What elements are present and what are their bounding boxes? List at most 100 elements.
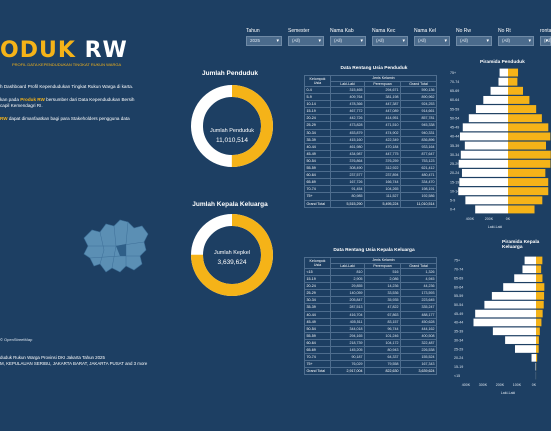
- bar-male[interactable]: [475, 309, 536, 318]
- table-row[interactable]: 40-44 461,980 470,184 933,164: [304, 142, 437, 151]
- bar-female[interactable]: [508, 159, 551, 168]
- filter-nama-kab[interactable]: Nama Kab (All): [330, 28, 366, 46]
- filter-select[interactable]: (All): [372, 36, 408, 46]
- table-row[interactable]: 20-24 29,855 14,236 44,236: [304, 282, 437, 291]
- bar-male[interactable]: [475, 205, 508, 214]
- table-row[interactable]: 40-44 416,704 67,863 488,177: [304, 310, 437, 319]
- bar-female[interactable]: [508, 205, 535, 214]
- bar-female[interactable]: [508, 114, 542, 123]
- bar-female[interactable]: [508, 187, 549, 196]
- bar-female[interactable]: [536, 256, 543, 265]
- table-row[interactable]: 45-49 434,987 447,775 877,647: [304, 149, 437, 158]
- filter-select[interactable]: (All): [414, 36, 450, 46]
- bar-female[interactable]: [536, 354, 538, 362]
- bar-female[interactable]: [536, 318, 542, 327]
- filter-ronta[interactable]: ronta (All): [540, 28, 551, 46]
- bar-male[interactable]: [498, 77, 508, 86]
- bar-male[interactable]: [505, 336, 536, 344]
- col-kelompok-usia[interactable]: Kelompok Usia: [304, 75, 331, 87]
- bar-female[interactable]: [536, 265, 542, 274]
- bar-male[interactable]: [492, 327, 536, 336]
- bar-male[interactable]: [460, 150, 508, 159]
- bar-male[interactable]: [475, 105, 508, 114]
- filter-tahun[interactable]: Tahun 2025: [246, 28, 282, 46]
- bar-female[interactable]: [536, 309, 543, 318]
- bar-male[interactable]: [490, 86, 508, 95]
- bar-female[interactable]: [536, 327, 540, 336]
- table-row[interactable]: Grand Total 5,515,290 5,495,224 11,010,514: [304, 199, 437, 208]
- col-kelompok-usia[interactable]: Kelompok Usia: [304, 257, 331, 269]
- donut-penduduk[interactable]: [190, 84, 274, 168]
- table-row[interactable]: 75+ 76,029 79,558 167,343: [304, 360, 437, 369]
- table-row[interactable]: 60-64 218,739 104,172 322,487: [304, 338, 437, 348]
- bar-male[interactable]: [524, 256, 536, 265]
- table-row[interactable]: 55-59 308,490 312,922 621,412: [304, 164, 437, 173]
- table-row[interactable]: 35-39 415,160 422,349 836,896: [304, 135, 437, 144]
- bar-male[interactable]: [461, 168, 508, 177]
- table-row[interactable]: 10-14 478,366 447,387 924,253: [304, 100, 437, 109]
- bar-female[interactable]: [536, 345, 539, 353]
- bar-female[interactable]: [508, 86, 524, 95]
- filter-select[interactable]: (All): [288, 36, 324, 46]
- bar-female[interactable]: [508, 77, 518, 86]
- table-row[interactable]: 30-34 453,879 474,902 940,331: [304, 128, 437, 137]
- table-row[interactable]: 35-39 287,513 47,822 335,247: [304, 303, 437, 312]
- bar-female[interactable]: [536, 336, 539, 344]
- bar-male[interactable]: [458, 187, 508, 196]
- table-row[interactable]: 25-29 140,059 33,536 173,593: [304, 289, 437, 298]
- bar-female[interactable]: [508, 178, 549, 187]
- map-attribution[interactable]: © OpenStreetMap: [0, 337, 33, 342]
- table-row[interactable]: 65-69 167,726 166,744 334,470: [304, 178, 437, 187]
- table-row[interactable]: 50-54 376,864 376,259 753,123: [304, 156, 437, 166]
- bar-male[interactable]: [459, 132, 508, 141]
- table-row[interactable]: 45-49 405,511 83,157 450,628: [304, 317, 437, 326]
- filter-select[interactable]: (All): [540, 36, 551, 46]
- bar-male[interactable]: [514, 274, 536, 282]
- table-row[interactable]: Grand Total 2,917,004 822,630 3,639,624: [304, 367, 437, 376]
- bar-male[interactable]: [503, 283, 536, 291]
- bar-male[interactable]: [464, 141, 508, 150]
- pyramid-penduduk-chart[interactable]: 75+ 70-74 65-69 60-64 55-59 50-54 45-49 40-44 35…: [448, 66, 551, 236]
- bar-male[interactable]: [484, 300, 536, 309]
- bar-male[interactable]: [473, 318, 536, 327]
- bar-male[interactable]: [459, 178, 508, 187]
- pyramid-kk-chart[interactable]: 75+ 70-74 65-69 60-64 55-59 50-54 45-49 40-44 35…: [448, 254, 551, 404]
- bar-male[interactable]: [514, 345, 536, 353]
- bar-female[interactable]: [536, 300, 544, 309]
- table-row[interactable]: 15-19 2,905 2,086 4,945: [304, 275, 437, 284]
- bar-male[interactable]: [458, 159, 508, 168]
- bar-female[interactable]: [508, 141, 547, 150]
- bar-female[interactable]: [508, 196, 543, 205]
- bar-male[interactable]: [483, 95, 508, 104]
- bar-female[interactable]: [508, 132, 551, 141]
- table-row[interactable]: <15 810 516 1,326: [304, 267, 437, 277]
- table-row[interactable]: 75+ 80,985 111,527 192,586: [304, 192, 437, 201]
- bar-male[interactable]: [531, 354, 536, 362]
- table-row[interactable]: 55-59 294,165 101,246 400,508: [304, 331, 437, 340]
- jakarta-map[interactable]: [80, 210, 150, 275]
- bar-male[interactable]: [499, 68, 508, 77]
- table-row[interactable]: 50-54 344,018 96,744 444,162: [304, 324, 437, 333]
- filter-nama-kel[interactable]: Nama Kel (All): [414, 28, 450, 46]
- bar-female[interactable]: [508, 68, 519, 77]
- filter-no-rw[interactable]: No Rw (All): [456, 28, 492, 46]
- table-row[interactable]: 20-24 442,726 414,951 857,781: [304, 114, 437, 123]
- filter-select[interactable]: (All): [498, 36, 534, 46]
- table-row[interactable]: 5-9 409,764 381,198 890,962: [304, 93, 437, 102]
- filter-no-rt[interactable]: No Rt (All): [498, 28, 534, 46]
- bar-male[interactable]: [462, 123, 508, 132]
- bar-female[interactable]: [508, 150, 551, 159]
- table-row[interactable]: 30-34 205,847 35,935 223,645: [304, 296, 437, 305]
- bar-female[interactable]: [536, 292, 545, 300]
- filter-semester[interactable]: Semester (All): [288, 28, 324, 46]
- bar-male[interactable]: [522, 265, 536, 274]
- bar-male[interactable]: [465, 196, 508, 205]
- filter-select[interactable]: (All): [330, 36, 366, 46]
- table-row[interactable]: 70-74 91,454 104,265 198,191: [304, 185, 437, 194]
- donut-kk[interactable]: [190, 213, 274, 297]
- table-row[interactable]: 25-29 473,828 471,510 945,338: [304, 121, 437, 130]
- bar-male[interactable]: [491, 292, 536, 300]
- table-row[interactable]: 60-64 237,577 237,894 480,471: [304, 171, 437, 180]
- filter-select[interactable]: (All): [456, 36, 492, 46]
- bar-female[interactable]: [508, 105, 537, 114]
